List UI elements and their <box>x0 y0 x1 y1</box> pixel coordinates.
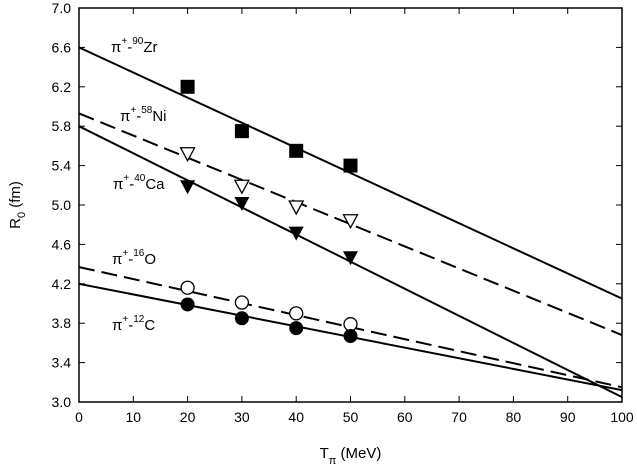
label-dash: - <box>127 39 132 56</box>
x-title-sub: π <box>329 455 337 467</box>
marker-zr <box>180 79 195 94</box>
label-mass: 58 <box>141 105 153 116</box>
plot-content <box>79 46 622 398</box>
x-tick-label: 80 <box>506 409 522 425</box>
fit-line-zr <box>79 46 622 300</box>
fit-line-ni <box>79 112 622 336</box>
marker-c <box>343 329 358 344</box>
label-base: π <box>111 39 121 56</box>
label-element: O <box>144 251 156 268</box>
y-tick-label: 4.2 <box>52 276 72 292</box>
x-title-main: T <box>320 445 329 462</box>
marker-ca <box>288 226 304 241</box>
y-tick-label: 5.0 <box>52 197 72 213</box>
marker-o <box>180 280 195 295</box>
series-label-ca: π+-40Ca <box>113 173 165 193</box>
y-title-sub: 0 <box>16 212 28 218</box>
marker-ca <box>234 197 250 212</box>
marker-c <box>234 311 249 326</box>
label-element: Zr <box>143 39 157 56</box>
x-axis-title: Tπ (MeV) <box>320 445 382 467</box>
marker-ca <box>343 251 358 266</box>
y-axis-title: R0 (fm) <box>7 181 28 229</box>
x-tick-label: 10 <box>126 409 142 425</box>
y-tick-label: 3.4 <box>52 355 72 371</box>
label-base: π <box>112 251 122 268</box>
marker-zr <box>343 158 358 173</box>
marker-o <box>343 317 358 332</box>
label-mass: 16 <box>133 248 145 259</box>
y-tick-label: 6.6 <box>52 39 72 55</box>
label-element: C <box>144 317 155 334</box>
label-element: Ca <box>145 176 165 193</box>
x-tick-label: 40 <box>288 409 304 425</box>
label-element: Ni <box>152 108 166 125</box>
marker-zr <box>234 124 249 139</box>
marker-ca <box>180 180 196 195</box>
label-base: π <box>120 108 130 125</box>
marker-c <box>289 321 304 336</box>
markers <box>179 79 359 344</box>
label-dash: - <box>128 251 133 268</box>
label-mass: 40 <box>134 173 146 184</box>
y-tick-label: 3.0 <box>52 394 72 410</box>
x-tick-label: 90 <box>560 409 576 425</box>
label-dash: - <box>128 317 133 334</box>
label-dash: - <box>129 176 134 193</box>
y-title-main: R <box>7 218 24 229</box>
marker-ni <box>288 200 305 216</box>
y-title-unit: (fm) <box>7 181 24 212</box>
y-tick-label: 7.0 <box>52 0 72 16</box>
marker-zr <box>289 143 304 158</box>
marker-o <box>289 306 304 321</box>
series-label-zr: π+-90Zr <box>111 36 158 56</box>
x-tick-label: 70 <box>451 409 467 425</box>
label-dash: - <box>136 108 141 125</box>
ticks: 0 10 20 30 40 50 60 70 80 90 100 3.0 3.4 3.8 4.2 4.6 5.0… <box>52 0 634 425</box>
x-tick-label: 0 <box>75 409 83 425</box>
marker-o <box>234 295 250 310</box>
label-base: π <box>112 317 122 334</box>
x-tick-label: 60 <box>397 409 413 425</box>
label-charge: + <box>122 248 128 259</box>
x-title-unit: (MeV) <box>336 445 381 462</box>
label-mass: 12 <box>133 314 145 325</box>
label-charge: + <box>121 36 127 47</box>
label-charge: + <box>123 173 129 184</box>
label-base: π <box>113 176 123 193</box>
x-tick-label: 50 <box>343 409 359 425</box>
x-tick-label: 100 <box>610 409 634 425</box>
series-label-o: π+-16O <box>112 248 156 268</box>
x-tick-label: 20 <box>180 409 196 425</box>
label-charge: + <box>122 314 128 325</box>
y-tick-label: 3.8 <box>52 315 72 331</box>
label-charge: + <box>130 105 136 116</box>
marker-ni <box>179 147 196 163</box>
y-tick-label: 4.6 <box>52 236 72 252</box>
marker-ni <box>233 179 250 195</box>
series-label-ni: π+-58Ni <box>120 105 167 125</box>
series-label-c: π+-12C <box>112 314 155 334</box>
y-tick-label: 5.8 <box>52 118 72 134</box>
y-tick-label: 6.2 <box>52 79 72 95</box>
x-tick-label: 30 <box>234 409 250 425</box>
label-mass: 90 <box>132 36 144 47</box>
marker-c <box>180 297 195 312</box>
marker-ni <box>342 214 359 230</box>
y-tick-label: 5.4 <box>52 158 72 174</box>
